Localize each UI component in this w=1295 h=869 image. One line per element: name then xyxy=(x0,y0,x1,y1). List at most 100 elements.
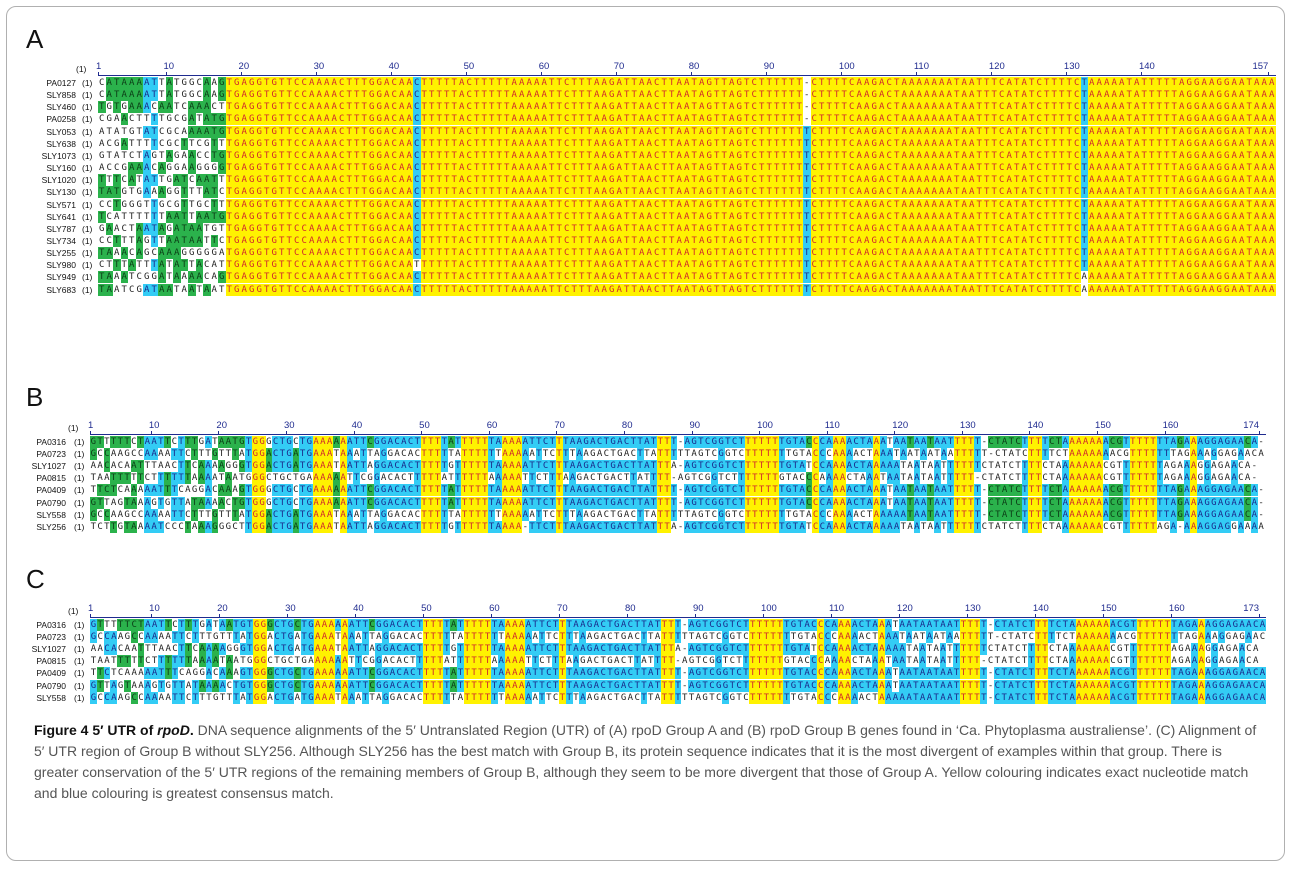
sequence-residues: GTTTTTCTAATTCTTTGATAATGTGGGCTGCTGAAAAAAT… xyxy=(90,619,1266,631)
sequence-start: (1) xyxy=(82,138,93,149)
sequence-start: (1) xyxy=(74,692,85,703)
ruler-label: 120 xyxy=(892,420,909,431)
sequence-start: (1) xyxy=(82,175,93,186)
sequence-residues: TTCTCAAAAATTTCAGGACAAAGTGGGCTGCTGAAAAAAT… xyxy=(90,484,1264,497)
sequence-name: SLY558 xyxy=(36,509,66,520)
sequence-residues: GTTTTTCTAATTCTTTGATAATGTGGGCTGCTGAAAAAAT… xyxy=(90,436,1264,448)
ruler-label: 80 xyxy=(625,603,636,614)
ruler-label: 150 xyxy=(1100,603,1117,614)
sequence-start: (1) xyxy=(74,437,85,447)
ruler-label: 120 xyxy=(988,61,1005,72)
ruler-tick xyxy=(287,614,289,618)
ruler-tick xyxy=(423,614,425,618)
sequence-name: PA0723 xyxy=(36,632,66,643)
sequence-name: PA0316 xyxy=(36,437,66,447)
ruler-tick xyxy=(759,431,761,435)
sequence-name: SLY734 xyxy=(46,235,76,246)
ruler-tick xyxy=(1259,431,1261,435)
sequence-start: (1) xyxy=(82,235,93,246)
ruler-label: 100 xyxy=(838,61,855,72)
ruler-tick xyxy=(690,72,692,76)
ruler-tick xyxy=(559,614,561,618)
sequence-start: (1) xyxy=(74,632,85,643)
sequence-residues: GCCAAGCCAAAATTCTTTGTTTATGGACTGATGAAATAAA… xyxy=(90,448,1264,461)
ruler-label: 130 xyxy=(1063,61,1080,72)
sequence-name: SLY1073 xyxy=(41,150,76,161)
sequence-start: (1) xyxy=(82,223,93,234)
ruler-label: 140 xyxy=(1032,603,1049,614)
sequence-name: PA0790 xyxy=(36,497,66,508)
ruler-start: (1) xyxy=(76,64,87,74)
ruler-tick xyxy=(1259,614,1261,618)
sequence-residues: TCTTGTAAAATCCCTAAAGGGCTTGGACTGATGAAATAAT… xyxy=(90,520,1264,533)
ruler-tick xyxy=(491,614,493,618)
ruler-tick xyxy=(1170,614,1172,618)
panel-letter-c: C xyxy=(26,564,45,594)
sequence-residues: GTTAGTAAAGTGTTATAAAACTGTGGGCTGCTGAAAAAAT… xyxy=(90,679,1266,692)
sequence-name: SLY638 xyxy=(46,138,76,149)
sequence-name: PA0316 xyxy=(36,620,66,630)
sequence-name: SLY1027 xyxy=(31,461,66,472)
ruler-label: 90 xyxy=(692,603,704,614)
position-ruler: (1) 1 10 20 30 40 50 60 70 80 90 100 110 120 130 140 157 xyxy=(76,61,1276,78)
panel-letter-b: B xyxy=(26,382,44,412)
ruler-label: 10 xyxy=(148,420,160,431)
ruler-label: 80 xyxy=(621,420,633,431)
sequence-start: (1) xyxy=(74,620,85,630)
ruler-label: 130 xyxy=(964,603,981,614)
sequence-name: SLY980 xyxy=(46,260,76,271)
ruler-tick xyxy=(390,72,392,76)
sequence-start: (1) xyxy=(82,211,93,222)
ruler-tick xyxy=(1102,614,1104,618)
ruler-tick xyxy=(1268,72,1270,76)
ruler-label: 50 xyxy=(419,420,430,431)
ruler-label: 100 xyxy=(757,420,773,431)
sequence-name: SLY1027 xyxy=(31,644,66,655)
sequence-residues: GCCAAGCCAAAATTCTTTGTTTATGGACTGATGAAATAAA… xyxy=(90,508,1264,521)
ruler-tick xyxy=(966,614,968,618)
ruler-baseline xyxy=(98,75,1276,76)
sequence-start: (1) xyxy=(82,284,93,295)
sequence-name: SLY949 xyxy=(46,272,76,283)
sequence-name: SLY160 xyxy=(46,163,76,174)
sequence-name: PA0815 xyxy=(36,656,66,667)
sequence-name: SLY571 xyxy=(46,199,76,210)
ruler-label: 130 xyxy=(959,420,976,431)
sequence-name: SLY787 xyxy=(46,223,76,234)
ruler-tick xyxy=(826,431,828,435)
sequence-name: PA0815 xyxy=(36,473,66,484)
ruler-label: 70 xyxy=(554,420,565,431)
ruler-tick xyxy=(165,72,167,76)
ruler-label: 20 xyxy=(217,603,228,614)
ruler-tick xyxy=(540,72,542,76)
sequence-start: (1) xyxy=(74,485,85,496)
ruler-label: 40 xyxy=(353,603,364,614)
ruler-label: 160 xyxy=(1168,603,1185,614)
sequence-name: SLY641 xyxy=(46,211,76,222)
sequence-name: PA0409 xyxy=(36,485,66,496)
ruler-tick xyxy=(98,72,99,76)
sequence-start: (1) xyxy=(82,114,93,125)
sequence-name: PA0409 xyxy=(36,668,66,679)
figure-caption: Figure 4 5′ UTR of rpoD. DNA sequence al… xyxy=(34,720,1264,804)
sequence-name: SLY460 xyxy=(46,102,76,113)
ruler-tick xyxy=(353,431,355,435)
sequence-start: (1) xyxy=(82,126,93,137)
ruler-tick xyxy=(615,72,617,76)
ruler-tick xyxy=(894,431,896,435)
sequence-start: (1) xyxy=(74,497,85,508)
ruler-tick xyxy=(218,431,220,435)
sequence-start: (1) xyxy=(82,102,93,113)
sequence-residues: GTTAGTAAAGTGTTATAAAACTGTGGGCTGCTGAAAAAAT… xyxy=(90,496,1264,509)
sequence-start: (1) xyxy=(74,644,85,655)
sequence-start: (1) xyxy=(74,521,85,532)
ruler-tick xyxy=(1034,614,1036,618)
sequence-start: (1) xyxy=(82,272,93,283)
ruler-start: (1) xyxy=(68,423,79,433)
